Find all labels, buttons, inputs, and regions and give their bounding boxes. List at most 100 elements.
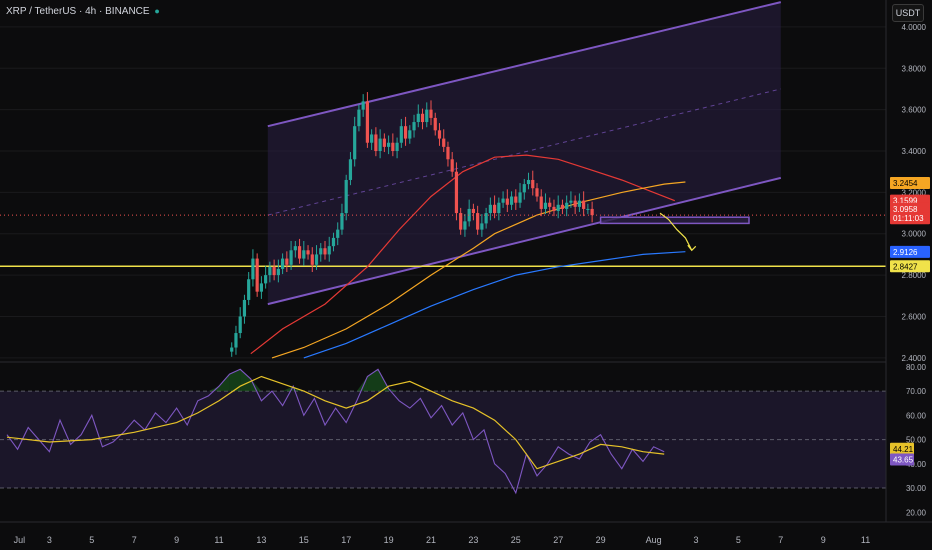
price-badge-label: 3.2454 xyxy=(893,179,918,188)
ma-red-line xyxy=(250,154,676,355)
time-tick-label: 3 xyxy=(693,535,698,545)
candle-body xyxy=(259,283,263,292)
candle-body xyxy=(539,196,543,209)
price-badge xyxy=(890,260,930,273)
candle-body xyxy=(302,250,306,259)
candle-body xyxy=(242,299,247,317)
candle-body xyxy=(327,246,331,255)
price-badge-label: 3.0958 xyxy=(893,205,918,214)
candle-body xyxy=(416,113,420,123)
candle-body xyxy=(560,204,565,209)
time-tick-label: 23 xyxy=(468,535,478,545)
candle-body xyxy=(522,184,526,193)
candle-body xyxy=(463,221,467,230)
rsi-overbought-fill xyxy=(208,386,219,392)
time-tick-label: 17 xyxy=(341,535,351,545)
candle-body xyxy=(565,202,569,209)
candle-body xyxy=(488,204,492,214)
candle-body xyxy=(480,223,484,230)
time-tick-label: Jul xyxy=(14,535,26,545)
time-tick-label: 27 xyxy=(553,535,563,545)
candle-body xyxy=(230,347,234,352)
rsi-badge-label: 43.65 xyxy=(893,455,914,464)
candle-body xyxy=(586,208,590,210)
candle-body xyxy=(310,254,314,265)
candle-body xyxy=(556,204,560,211)
price-badge-label: 01:11:03 xyxy=(893,214,924,223)
time-tick-label: 11 xyxy=(214,535,223,545)
time-tick-label: 13 xyxy=(256,535,266,545)
candle-body xyxy=(548,202,552,207)
channel-upper-line xyxy=(267,1,782,128)
time-tick-label: 11 xyxy=(861,535,870,545)
candle-body xyxy=(425,109,429,123)
candle-body xyxy=(514,196,518,203)
candle-body xyxy=(323,248,327,255)
candle-body xyxy=(247,279,251,300)
time-tick-label: 29 xyxy=(596,535,606,545)
rsi-tick-label: 40.00 xyxy=(906,460,927,469)
candle-body xyxy=(437,130,442,139)
candle-body xyxy=(497,202,501,214)
channel-lower-line xyxy=(267,176,782,306)
currency-button[interactable]: USDT xyxy=(892,4,924,22)
price-badge xyxy=(890,245,930,258)
candle-body xyxy=(518,192,522,203)
candle-body xyxy=(314,254,319,265)
price-tick-label: 2.6000 xyxy=(902,312,927,321)
candle-body xyxy=(535,188,539,197)
candle-body xyxy=(387,142,391,147)
rsi-line xyxy=(6,368,665,495)
rsi-overbought-fill xyxy=(219,374,230,392)
rsi-tick-label: 30.00 xyxy=(906,484,927,493)
candle-body xyxy=(340,213,344,230)
time-tick-label: 5 xyxy=(736,535,741,545)
projection-arrow xyxy=(659,212,693,251)
price-tick-label: 3.4000 xyxy=(902,147,927,156)
candle-body xyxy=(353,126,357,160)
candle-body xyxy=(543,202,548,209)
candle-body xyxy=(306,250,310,255)
candle-body xyxy=(264,275,268,284)
rsi-overbought-fill xyxy=(388,388,400,392)
time-tick-label: 9 xyxy=(821,535,826,545)
symbol-title: XRP / TetherUS · 4h · BINANCE ● xyxy=(6,6,160,17)
time-tick-label: 5 xyxy=(89,535,94,545)
candle-body xyxy=(484,213,488,224)
rsi-badge xyxy=(890,453,914,466)
candle-body xyxy=(577,200,581,207)
candle-body xyxy=(331,237,336,247)
candle-body xyxy=(319,248,323,255)
candle-body xyxy=(569,200,573,203)
price-badge xyxy=(890,202,930,215)
price-badge-label: 2.9126 xyxy=(893,248,918,257)
candle-body xyxy=(391,142,395,152)
candle-body xyxy=(255,258,259,292)
price-badge xyxy=(890,176,930,189)
ma-orange-line xyxy=(271,181,686,359)
price-tick-label: 4.0000 xyxy=(902,23,927,32)
price-tick-label: 2.8000 xyxy=(902,271,927,280)
candle-body xyxy=(501,198,505,203)
candle-body xyxy=(297,246,302,259)
rsi-tick-label: 70.00 xyxy=(906,387,927,396)
candle-body xyxy=(412,122,416,131)
time-tick-label: 21 xyxy=(426,535,436,545)
price-badge xyxy=(890,212,930,225)
candle-body xyxy=(370,134,374,143)
rsi-overbought-fill xyxy=(250,378,262,392)
candle-body xyxy=(573,200,577,207)
time-tick-label: 15 xyxy=(299,535,309,545)
candle-body xyxy=(408,130,412,139)
candle-body xyxy=(276,268,280,276)
candle-body xyxy=(471,208,475,214)
symbol-label: XRP / TetherUS · 4h · BINANCE xyxy=(6,6,150,17)
candle-body xyxy=(526,179,531,185)
candle-body xyxy=(505,198,509,205)
rsi-overbought-fill xyxy=(229,369,241,392)
candle-body xyxy=(348,159,353,180)
candle-body xyxy=(289,250,293,265)
candle-body xyxy=(531,179,535,189)
candle-body xyxy=(429,109,433,118)
